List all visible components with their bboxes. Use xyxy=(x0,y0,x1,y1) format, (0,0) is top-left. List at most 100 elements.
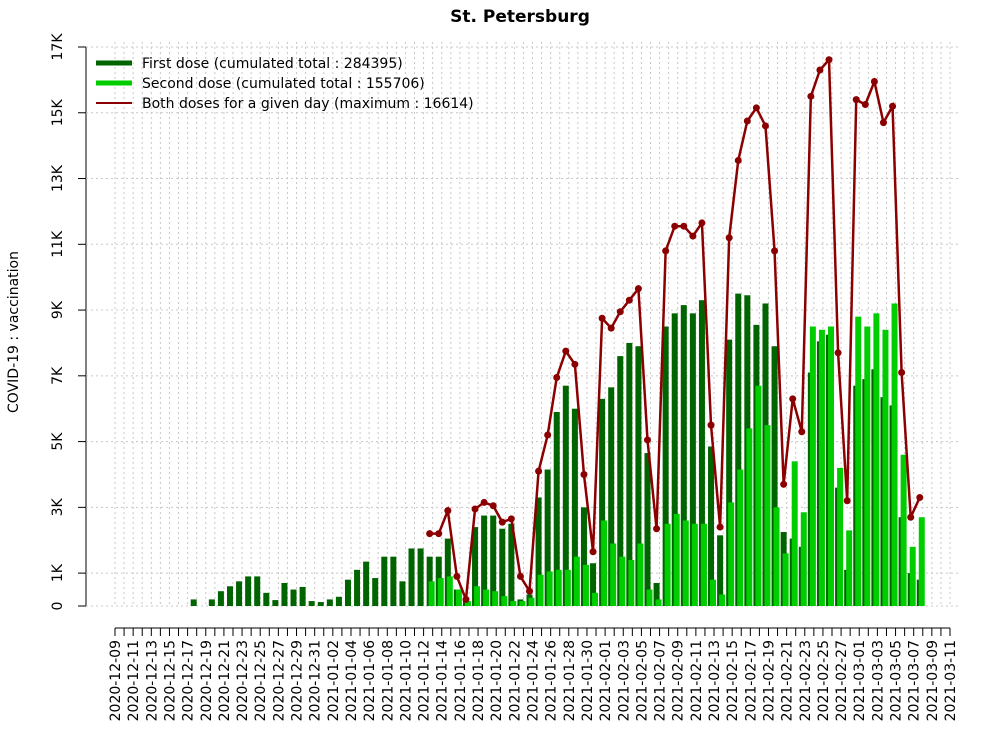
point xyxy=(634,285,642,293)
bar xyxy=(483,589,490,606)
x-tick-label: 2020-12-17 xyxy=(181,640,197,721)
point xyxy=(680,222,688,230)
bar xyxy=(217,591,224,606)
legend-label: First dose (cumulated total : 284395) xyxy=(142,56,403,72)
bar xyxy=(317,602,324,606)
x-tick-label: 2021-02-03 xyxy=(616,640,632,721)
point xyxy=(489,502,497,510)
bar xyxy=(698,300,705,606)
bar xyxy=(408,548,415,606)
point xyxy=(662,247,670,255)
x-tick-label: 2021-01-16 xyxy=(453,640,469,721)
bar xyxy=(691,523,698,606)
point xyxy=(798,428,806,436)
bar xyxy=(437,578,444,606)
bar xyxy=(828,326,835,606)
x-tick-label: 2021-01-18 xyxy=(471,640,487,721)
x-tick-label: 2021-02-25 xyxy=(816,640,832,721)
x-tick-label: 2021-03-03 xyxy=(870,640,886,721)
bar xyxy=(680,305,687,606)
x-tick-label: 2020-12-31 xyxy=(308,640,324,721)
bar xyxy=(635,346,642,606)
x-tick-label: 2020-12-29 xyxy=(290,640,306,721)
bar xyxy=(428,581,435,606)
bar xyxy=(263,592,270,606)
bar xyxy=(782,553,789,606)
point xyxy=(471,505,479,513)
x-tick-label: 2021-02-13 xyxy=(707,640,723,721)
bar xyxy=(628,559,635,606)
bar xyxy=(689,313,696,606)
x-tick-label: 2021-01-12 xyxy=(417,640,433,721)
x-tick-label: 2021-01-24 xyxy=(526,640,542,721)
x-tick-label: 2021-03-07 xyxy=(907,640,923,721)
bar xyxy=(610,543,617,606)
bar xyxy=(490,515,497,606)
bar xyxy=(472,527,479,606)
y-tick-label: 9K xyxy=(50,300,66,319)
x-tick-label: 2021-01-08 xyxy=(380,640,396,721)
x-tick-label: 2021-02-27 xyxy=(834,640,850,721)
bar xyxy=(671,313,678,606)
bar xyxy=(571,408,578,606)
x-tick-label: 2021-02-09 xyxy=(671,640,687,721)
bar xyxy=(290,589,297,606)
bar xyxy=(644,453,651,606)
bar xyxy=(508,523,515,606)
bar xyxy=(791,461,798,606)
y-tick-label: 11K xyxy=(50,230,66,258)
y-tick-label: 7K xyxy=(50,366,66,385)
point xyxy=(643,436,651,444)
point xyxy=(907,513,915,521)
bar xyxy=(354,569,361,606)
point xyxy=(562,347,570,355)
y-tick-label: 0 xyxy=(50,602,66,611)
bar xyxy=(891,303,898,606)
point xyxy=(852,96,860,104)
x-tick-label: 2021-01-22 xyxy=(507,640,523,721)
bar xyxy=(909,546,916,606)
point xyxy=(879,119,887,127)
bar xyxy=(653,582,660,606)
bar xyxy=(673,513,680,606)
y-tick-label: 15K xyxy=(50,98,66,126)
bar xyxy=(719,594,726,606)
bar xyxy=(771,346,778,606)
bar xyxy=(553,411,560,606)
bar xyxy=(499,528,506,606)
bar xyxy=(254,576,261,606)
bar xyxy=(773,507,780,606)
bar xyxy=(390,556,397,606)
bar xyxy=(582,564,589,606)
point xyxy=(453,572,461,580)
point xyxy=(707,421,715,429)
bar xyxy=(555,569,562,606)
point xyxy=(498,518,506,526)
bar xyxy=(335,596,342,606)
bar xyxy=(637,543,644,606)
x-tick-label: 2021-03-11 xyxy=(943,640,959,721)
bar xyxy=(800,512,807,606)
bar xyxy=(646,589,653,606)
y-tick-label: 3K xyxy=(50,497,66,516)
bar xyxy=(544,469,551,606)
x-tick-label: 2020-12-23 xyxy=(235,640,251,721)
point xyxy=(780,480,788,488)
bar xyxy=(726,339,733,606)
bar xyxy=(308,601,315,606)
x-tick-label: 2021-02-19 xyxy=(761,640,777,721)
point xyxy=(571,360,579,368)
bar xyxy=(682,520,689,606)
point xyxy=(752,104,760,112)
bar xyxy=(710,579,717,606)
bar xyxy=(764,425,771,606)
point xyxy=(734,156,742,164)
bar xyxy=(873,313,880,606)
point xyxy=(462,595,470,603)
x-tick-label: 2021-01-04 xyxy=(344,640,360,721)
x-tick-label: 2021-02-23 xyxy=(798,640,814,721)
bar xyxy=(528,597,535,606)
bar xyxy=(599,398,606,606)
x-tick-label: 2021-01-10 xyxy=(398,640,414,721)
